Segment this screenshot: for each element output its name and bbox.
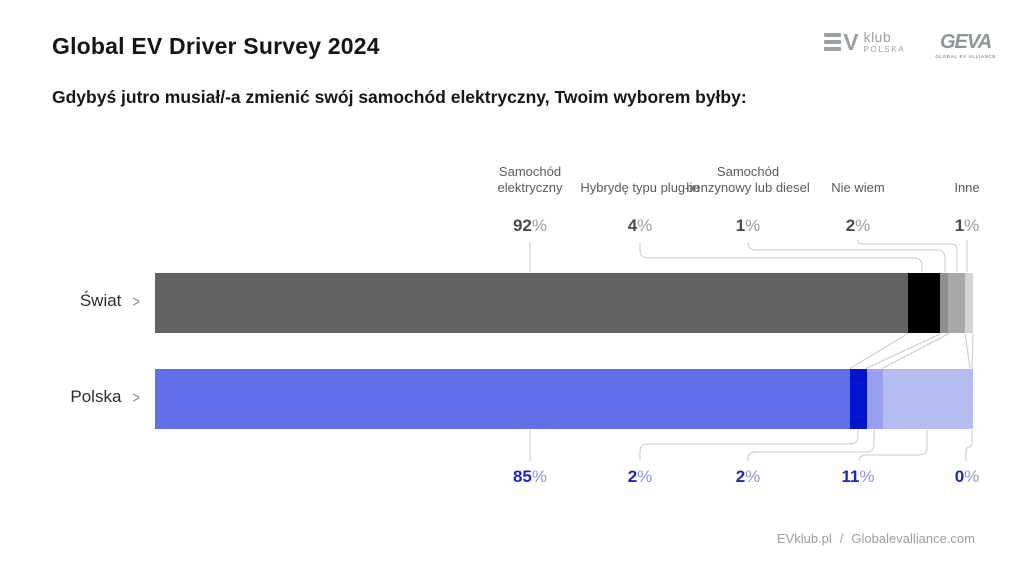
footer-separator: /	[839, 531, 844, 546]
pct-polska-inne: 0%	[954, 467, 980, 486]
pct-polska-plugin: 2%	[627, 467, 653, 486]
logo-group: V klub POLSKA GEVA GLOBAL EV ALLIANCE	[824, 30, 996, 59]
geva-wordmark: GEVA	[939, 31, 992, 53]
row-label-polska-text: Polska	[70, 387, 122, 406]
pct-swiat-plugin: 4%	[627, 216, 653, 235]
bar-segment-0	[155, 273, 908, 333]
bar-segment-4	[964, 273, 973, 333]
footer-evklub-url: EVklub.pl	[776, 531, 832, 546]
chevron-right-icon: >	[132, 291, 140, 311]
evklub-logo-text: klub POLSKA	[864, 30, 906, 54]
bar-segment-2	[866, 369, 884, 429]
bar-segment-3	[948, 273, 965, 333]
evklub-polska-logo: V klub POLSKA	[824, 30, 905, 54]
pct-swiat-niewiem: 2%	[845, 216, 871, 235]
bar-segment-1	[850, 369, 867, 429]
bar-segment-3	[883, 369, 973, 429]
pct-swiat-elektryczny: 92%	[512, 216, 548, 235]
footer-geva-url: Globalevalliance.com	[851, 531, 975, 546]
category-label-benzynowy: Samochód benzynowy lub diesel	[686, 163, 810, 196]
bar-swiat	[155, 273, 973, 333]
geva-tagline: GLOBAL EV ALLIANCE	[935, 54, 996, 59]
bar-segment-2	[940, 273, 949, 333]
evklub-klub-label: klub	[863, 29, 892, 45]
chevron-right-icon: >	[132, 387, 140, 407]
ev-e-icon	[824, 33, 842, 51]
bar-segment-1	[907, 273, 941, 333]
pct-polska-elektryczny: 85%	[512, 467, 548, 486]
category-label-elektryczny: Samochód elektryczny	[497, 163, 563, 196]
pct-swiat-benzynowy: 1%	[735, 216, 761, 235]
row-label-polska: Polska >	[40, 387, 140, 407]
category-label-plugin: Hybrydę typu plug-in	[580, 180, 700, 196]
row-label-swiat: Świat >	[40, 291, 140, 311]
row-label-swiat-text: Świat	[79, 291, 122, 310]
evklub-polska-label: POLSKA	[863, 45, 906, 54]
category-label-niewiem: Nie wiem	[831, 180, 885, 196]
survey-question: Gdybyś jutro musiał/-a zmienić swój samo…	[52, 87, 747, 107]
pct-polska-benzynowy: 2%	[735, 467, 761, 486]
page-title: Global EV Driver Survey 2024	[52, 33, 380, 59]
bar-segment-0	[155, 369, 851, 429]
ev-bars-icon: V	[824, 28, 859, 55]
pct-swiat-inne: 1%	[954, 216, 980, 235]
footer-links: EVklub.pl / Globalevalliance.com	[777, 531, 975, 546]
category-label-inne: Inne	[954, 180, 980, 196]
ev-v-letter: V	[843, 28, 859, 55]
pct-polska-niewiem: 11%	[841, 467, 875, 486]
geva-logo: GEVA GLOBAL EV ALLIANCE	[935, 32, 996, 59]
bar-polska	[155, 369, 973, 429]
